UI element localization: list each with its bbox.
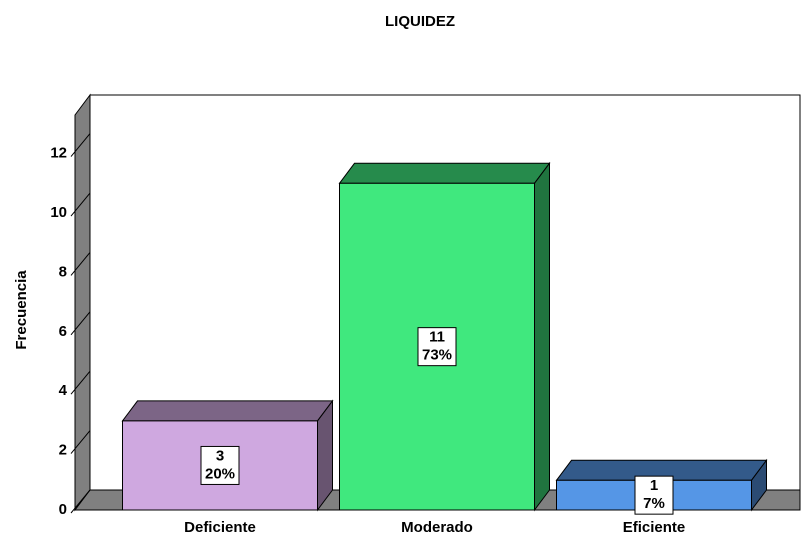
- chart-title: LIQUIDEZ: [385, 13, 455, 30]
- left-wall: [74, 93, 91, 512]
- x-tick-label: Moderado: [401, 519, 473, 536]
- y-tick: [70, 311, 91, 336]
- data-label-box: [634, 475, 674, 515]
- y-tick-label: 4: [59, 382, 68, 399]
- y-tick: [70, 430, 91, 454]
- y-tick: [70, 252, 91, 276]
- y-tick-label: 12: [50, 145, 67, 162]
- y-tick-label: 0: [59, 501, 67, 518]
- data-label-box: [417, 327, 457, 367]
- y-tick-label: 8: [59, 263, 67, 280]
- x-tick-label: Deficiente: [184, 519, 256, 536]
- y-tick-label: 2: [59, 442, 67, 459]
- y-tick-label: 10: [50, 204, 67, 221]
- percent-label: 20%: [205, 465, 235, 482]
- y-tick-label: 6: [59, 323, 67, 340]
- data-label: 11: [429, 329, 445, 346]
- percent-label: 7%: [643, 495, 665, 512]
- bar-side: [317, 399, 333, 512]
- bar-top: [338, 162, 551, 184]
- bar-side: [534, 161, 550, 512]
- percent-label: 73%: [422, 347, 452, 364]
- y-tick: [70, 370, 91, 395]
- bar-top: [121, 400, 334, 422]
- y-tick: [70, 489, 91, 514]
- y-tick: [70, 192, 91, 217]
- y-axis-label: Frecuencia: [13, 270, 30, 350]
- x-tick-label: Eficiente: [623, 519, 686, 536]
- y-tick: [70, 133, 91, 157]
- data-label: 1: [650, 477, 658, 494]
- data-label: 3: [216, 447, 224, 464]
- data-label-box: [200, 445, 240, 485]
